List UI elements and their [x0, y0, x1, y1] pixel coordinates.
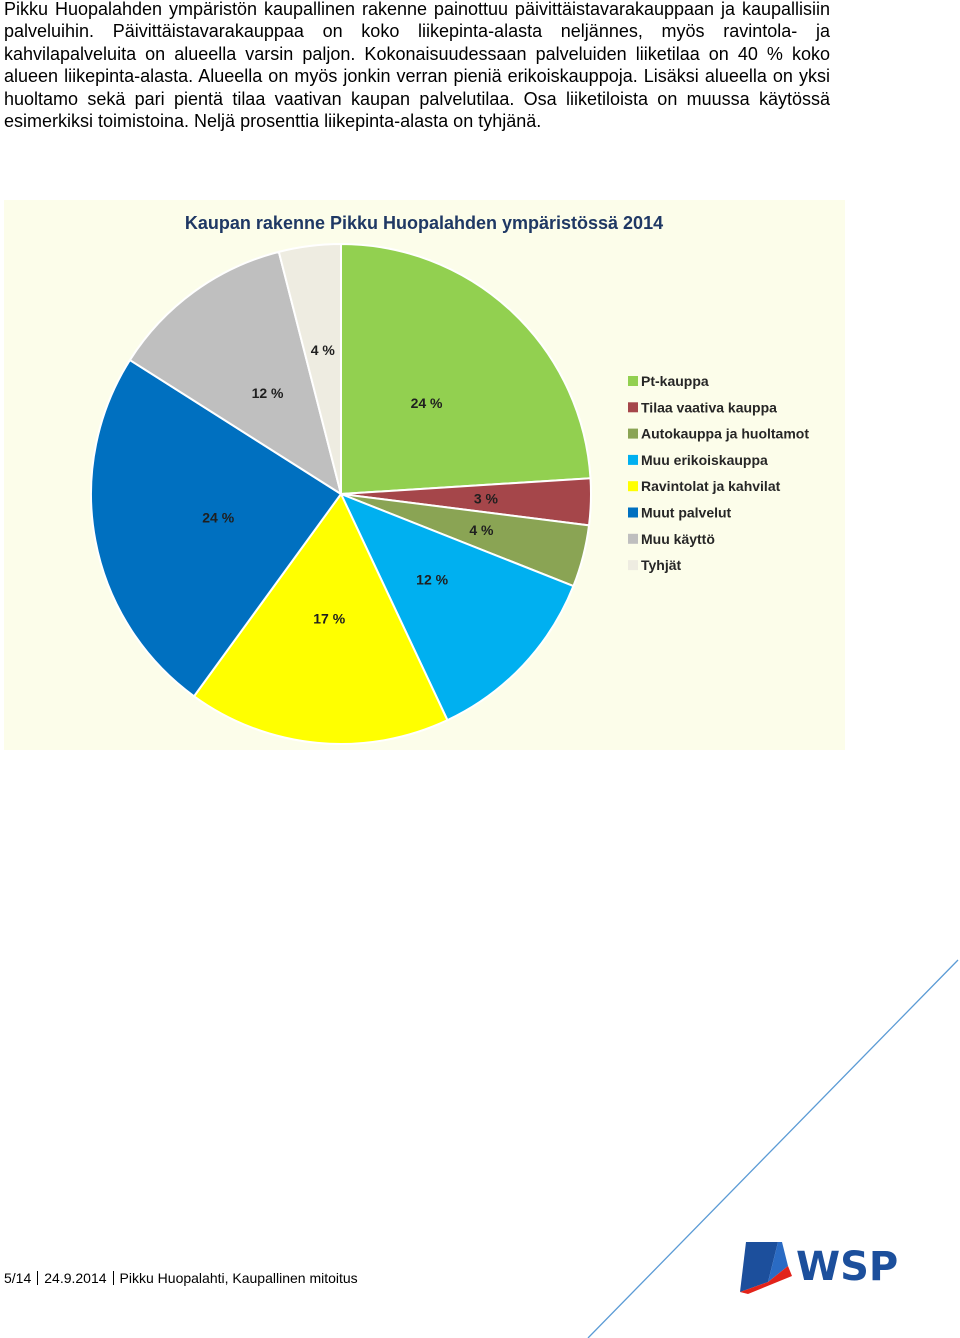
legend-label: Ravintolat ja kahvilat [641, 478, 781, 494]
legend-swatch [628, 428, 638, 439]
pie-slice-label: 24 % [411, 395, 443, 411]
footer-page-number: 5/14 [4, 1270, 32, 1286]
footer-title: Pikku Huopalahti, Kaupallinen mitoitus [119, 1270, 358, 1286]
pie-slice-7 [277, 242, 342, 495]
legend-swatch [628, 376, 638, 386]
pie-slice-5 [90, 358, 343, 698]
pie-slice-label: 4 % [469, 522, 494, 538]
legend-swatch [628, 533, 638, 544]
footer-separator [112, 1271, 114, 1285]
page-footer: 5/14 24.9.2014 Pikku Huopalahti, Kaupallin… [4, 1270, 358, 1286]
footer-date: 24.9.2014 [44, 1270, 107, 1286]
pie-slice-label: 12 % [252, 385, 284, 401]
wsp-logo-emblem [740, 1242, 792, 1294]
legend-label: Muu erikoiskauppa [641, 452, 768, 468]
footer-separator [37, 1271, 39, 1285]
pie-chart: Kaupan rakenne Pikku Huopalahden ympäris… [4, 200, 845, 750]
wsp-logo-text: WSP [796, 1244, 898, 1290]
pie-slice-3 [339, 492, 575, 722]
legend-swatch [628, 481, 638, 492]
pie-slice-label: 24 % [202, 509, 234, 525]
pie-chart-svg: Kaupan rakenne Pikku Huopalahden ympäris… [90, 213, 809, 745]
pie-slice-4 [192, 492, 449, 745]
legend-label: Muut palvelut [641, 505, 732, 521]
body-paragraph: Pikku Huopalahden ympäristön kaupallinen… [4, 0, 830, 132]
pie-slice-0 [340, 242, 592, 496]
chart-title: Kaupan rakenne Pikku Huopalahden ympäris… [185, 213, 663, 233]
legend-swatch [628, 454, 638, 465]
legend-label: Pt-kauppa [641, 373, 709, 389]
legend-swatch [628, 402, 638, 413]
pie-slice-label: 12 % [416, 572, 448, 588]
pie-slice-label: 17 % [313, 610, 345, 626]
legend-label: Tilaa vaativa kauppa [641, 399, 777, 415]
legend-label: Muu käyttö [641, 531, 715, 547]
legend-label: Tyhjät [641, 557, 682, 573]
legend-label: Autokauppa ja huoltamot [641, 426, 809, 442]
wsp-logo: WSP [740, 1242, 898, 1294]
legend-swatch [628, 560, 638, 571]
pie-slice-label: 4 % [311, 342, 336, 358]
pie-slice-label: 3 % [474, 491, 499, 507]
pie-slice-6 [128, 250, 343, 497]
legend-swatch [628, 507, 638, 518]
